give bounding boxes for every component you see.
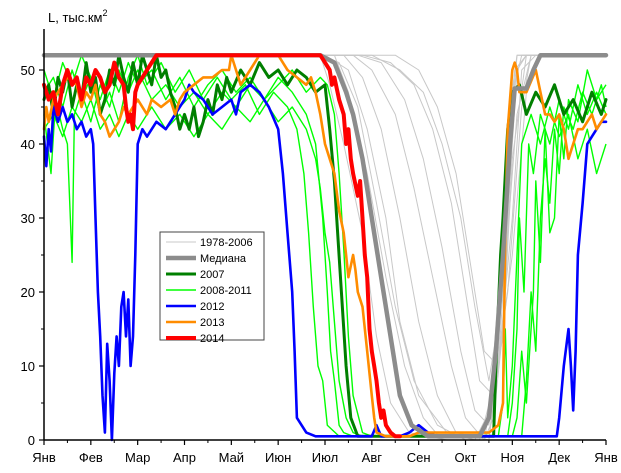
series-4-line — [42, 83, 608, 442]
x-tick-label-2: Мар — [125, 450, 150, 465]
x-tick-label-5: Июн — [265, 450, 291, 465]
series-0-line-4 — [44, 54, 606, 426]
series-6-line — [42, 53, 402, 439]
axes-layer: 0 10 20 30 40 50 Янв Фев Мар Апр Май Июн Июл Авг Сен Ок… — [21, 29, 618, 465]
legend-label-1: Медиана — [200, 253, 247, 265]
legend-label-3: 2008-2011 — [200, 285, 252, 297]
y-axis-title-superscript: 2 — [103, 8, 108, 18]
x-tick-label-6: Июл — [312, 450, 338, 465]
series-0-line-9 — [44, 54, 606, 382]
series-0-line-5 — [44, 54, 606, 397]
legend-label-5: 2013 — [200, 317, 224, 329]
legend-label-2: 2007 — [200, 269, 224, 281]
legend: 1978-2006 Медиана 2007 2008-2011 2012 2013 201… — [159, 231, 265, 345]
y-axis-title-text: L, тыс.км — [48, 10, 103, 25]
y-tick-label-50: 50 — [21, 63, 35, 78]
x-tick-label-4: Май — [219, 450, 244, 465]
x-tick-label-1: Фев — [79, 450, 103, 465]
y-axis-title: L, тыс.км2 — [48, 8, 108, 25]
legend-label-4: 2012 — [200, 301, 224, 313]
x-tick-label-8: Сен — [407, 450, 431, 465]
x-tick-label-10: Ноя — [500, 450, 524, 465]
y-tick-label-30: 30 — [21, 211, 35, 226]
x-tick-label-11: Дек — [548, 450, 570, 465]
x-tick-label-7: Авг — [362, 450, 383, 465]
y-tick-label-40: 40 — [21, 137, 35, 152]
y-tick-label-0: 0 — [28, 433, 35, 448]
series-1-line — [41, 52, 609, 439]
series-3-line-0 — [43, 69, 607, 437]
x-tick-label-12: Янв — [594, 450, 618, 465]
series-3-line-1 — [43, 54, 607, 437]
legend-label-0: 1978-2006 — [200, 237, 253, 249]
y-tick-label-20: 20 — [21, 285, 35, 300]
x-tick-label-3: Апр — [173, 450, 196, 465]
y-tick-label-10: 10 — [21, 359, 35, 374]
x-tick-label-9: Окт — [455, 450, 477, 465]
series-layer — [41, 52, 609, 442]
legend-label-6: 2014 — [200, 333, 224, 345]
x-tick-label-0: Янв — [32, 450, 56, 465]
